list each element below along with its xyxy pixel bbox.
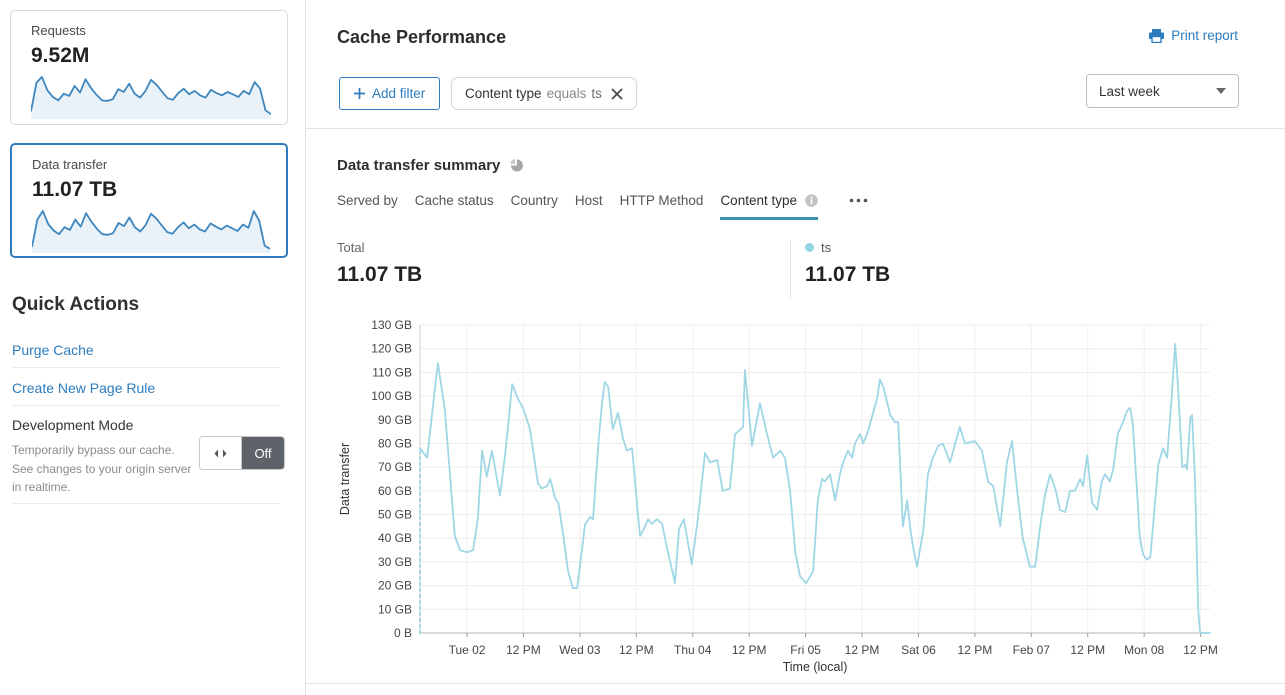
requests-sparkline-chart — [31, 76, 271, 119]
filter-chip-content-type: Content type equals ts — [451, 77, 637, 110]
divider — [306, 683, 1285, 684]
series-ts-dot — [805, 243, 814, 252]
divider — [12, 405, 280, 406]
data-transfer-card[interactable]: Data transfer 11.07 TB — [10, 143, 288, 258]
left-right-arrows-icon — [214, 449, 227, 457]
svg-text:Sat 06: Sat 06 — [901, 643, 936, 657]
svg-text:12 PM: 12 PM — [958, 643, 993, 657]
divider — [12, 503, 280, 504]
summary-tabs: Served by Cache status Country Host HTTP… — [337, 193, 868, 220]
svg-text:Data transfer: Data transfer — [338, 443, 352, 515]
svg-text:Tue 02: Tue 02 — [449, 643, 486, 657]
svg-text:130 GB: 130 GB — [371, 318, 412, 332]
svg-text:Fri 05: Fri 05 — [790, 643, 821, 657]
requests-card[interactable]: Requests 9.52M — [10, 10, 288, 125]
filter-operator: equals — [546, 86, 587, 101]
development-mode-label: Development Mode — [12, 417, 134, 433]
requests-card-label: Requests — [31, 23, 86, 38]
data-transfer-card-label: Data transfer — [32, 157, 108, 172]
svg-text:12 PM: 12 PM — [845, 643, 880, 657]
svg-text:30 GB: 30 GB — [378, 555, 412, 569]
svg-text:40 GB: 40 GB — [378, 531, 412, 545]
chevron-down-icon — [1216, 88, 1226, 94]
purge-cache-link[interactable]: Purge Cache — [12, 342, 94, 358]
development-mode-description: Temporarily bypass our cache. See change… — [12, 443, 192, 495]
svg-text:Wed 03: Wed 03 — [559, 643, 600, 657]
svg-text:60 GB: 60 GB — [378, 484, 412, 498]
svg-text:12 PM: 12 PM — [1070, 643, 1105, 657]
toggle-handle — [200, 437, 242, 469]
tab-cache-status[interactable]: Cache status — [414, 193, 494, 208]
tab-host[interactable]: Host — [574, 193, 603, 208]
svg-text:80 GB: 80 GB — [378, 436, 412, 450]
data-transfer-card-value: 11.07 TB — [32, 178, 118, 201]
divider — [790, 240, 791, 298]
svg-text:20 GB: 20 GB — [378, 579, 412, 593]
print-report-button[interactable]: Print report — [1149, 28, 1238, 43]
total-block: Total 11.07 TB — [337, 240, 422, 287]
sidebar: Requests 9.52M Data transfer 11.07 TB Qu… — [0, 0, 306, 695]
tab-http-method[interactable]: HTTP Method — [619, 193, 704, 208]
summary-heading: Data transfer summary — [337, 157, 501, 174]
svg-text:Thu 04: Thu 04 — [674, 643, 712, 657]
tab-served-by[interactable]: Served by — [337, 193, 398, 208]
svg-text:10 GB: 10 GB — [378, 602, 412, 616]
add-filter-button[interactable]: Add filter — [339, 77, 441, 110]
plus-icon — [354, 88, 365, 99]
filter-field: Content type — [465, 86, 542, 101]
total-label: Total — [337, 240, 365, 255]
svg-text:90 GB: 90 GB — [378, 413, 412, 427]
time-range-value: Last week — [1099, 83, 1160, 99]
close-icon — [611, 88, 623, 99]
tab-content-type-label: Content type — [720, 193, 797, 208]
data-transfer-line-chart: 130 GB 120 GB 110 GB 100 GB 90 GB 80 GB 70 GB 6… — [338, 318, 1218, 674]
svg-text:120 GB: 120 GB — [371, 342, 412, 356]
svg-text:110 GB: 110 GB — [372, 365, 412, 379]
svg-text:12 PM: 12 PM — [619, 643, 654, 657]
info-icon[interactable] — [805, 194, 818, 207]
data-transfer-sparkline-chart — [32, 210, 270, 253]
toggle-state-label: Off — [242, 437, 284, 469]
filter-value: ts — [591, 86, 602, 101]
svg-text:12 PM: 12 PM — [1183, 643, 1218, 657]
svg-text:100 GB: 100 GB — [371, 389, 412, 403]
development-mode-toggle[interactable]: Off — [199, 436, 285, 470]
svg-text:12 PM: 12 PM — [732, 643, 767, 657]
print-report-label: Print report — [1171, 28, 1238, 43]
svg-text:Mon 08: Mon 08 — [1124, 643, 1164, 657]
series-ts-label: ts — [821, 240, 832, 255]
series-ts-value: 11.07 TB — [805, 263, 891, 286]
divider — [306, 128, 1285, 129]
more-options-icon[interactable] — [849, 198, 868, 203]
requests-card-value: 9.52M — [31, 44, 90, 67]
svg-text:50 GB: 50 GB — [378, 508, 412, 522]
tab-country[interactable]: Country — [510, 193, 558, 208]
tab-content-type[interactable]: Content type — [720, 193, 818, 220]
series-legend-block: ts 11.07 TB — [805, 240, 890, 287]
svg-text:Feb 07: Feb 07 — [1013, 643, 1051, 657]
divider — [12, 367, 280, 368]
add-filter-label: Add filter — [372, 86, 426, 101]
quick-actions-heading: Quick Actions — [12, 294, 140, 315]
svg-text:12 PM: 12 PM — [506, 643, 541, 657]
create-page-rule-link[interactable]: Create New Page Rule — [12, 380, 156, 396]
main-panel: Cache Performance Print report Add filte… — [306, 0, 1285, 695]
page-title: Cache Performance — [337, 27, 507, 47]
total-value: 11.07 TB — [337, 263, 423, 286]
time-range-select[interactable]: Last week — [1086, 74, 1239, 108]
svg-text:0 B: 0 B — [394, 626, 412, 640]
svg-text:70 GB: 70 GB — [378, 460, 412, 474]
printer-icon — [1149, 28, 1165, 43]
svg-text:Time (local): Time (local) — [783, 660, 848, 674]
pie-chart-icon — [510, 159, 524, 172]
remove-filter-button[interactable] — [611, 88, 623, 100]
